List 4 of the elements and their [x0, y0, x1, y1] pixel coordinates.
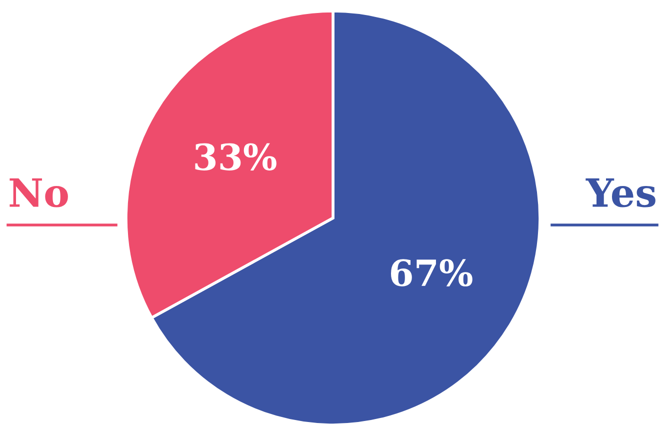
- data-label: 67%: [390, 259, 472, 286]
- slice-label: Yes: [586, 178, 656, 208]
- data-label: 33%: [195, 143, 276, 171]
- slice-label: No: [10, 178, 68, 208]
